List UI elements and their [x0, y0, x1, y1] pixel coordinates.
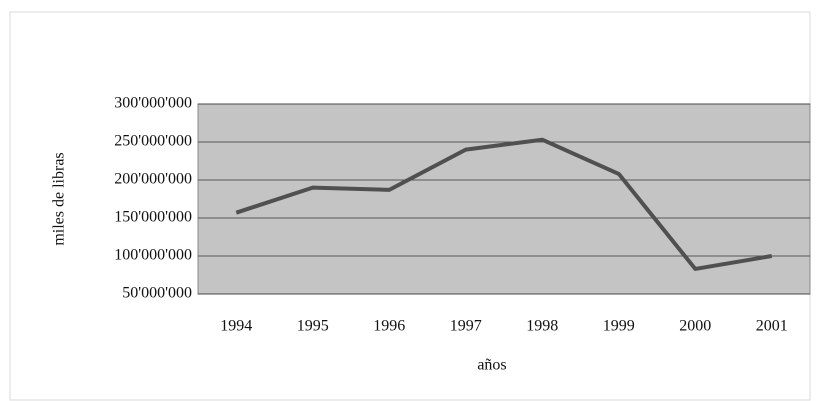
y-tick-label: 200'000'000 [114, 171, 192, 188]
y-tick-label: 150'000'000 [114, 209, 192, 226]
y-tick-label: 250'000'000 [114, 133, 192, 150]
y-axis-label: miles de libras [51, 152, 68, 245]
x-tick-label: 2001 [756, 318, 788, 335]
x-axis-label: años [477, 357, 506, 374]
y-tick-label: 300'000'000 [114, 95, 192, 112]
x-tick-label: 1997 [450, 318, 482, 335]
x-tick-label: 1998 [526, 318, 558, 335]
x-tick-label: 2000 [679, 318, 711, 335]
y-tick-label: 100'000'000 [114, 247, 192, 264]
x-tick-label: 1995 [297, 318, 329, 335]
x-tick-label: 1994 [220, 318, 252, 335]
x-tick-label: 1999 [603, 318, 635, 335]
x-tick-label: 1996 [373, 318, 405, 335]
plot-area [197, 103, 811, 295]
line-series [235, 137, 773, 271]
y-tick-label: 50'000'000 [122, 285, 192, 302]
